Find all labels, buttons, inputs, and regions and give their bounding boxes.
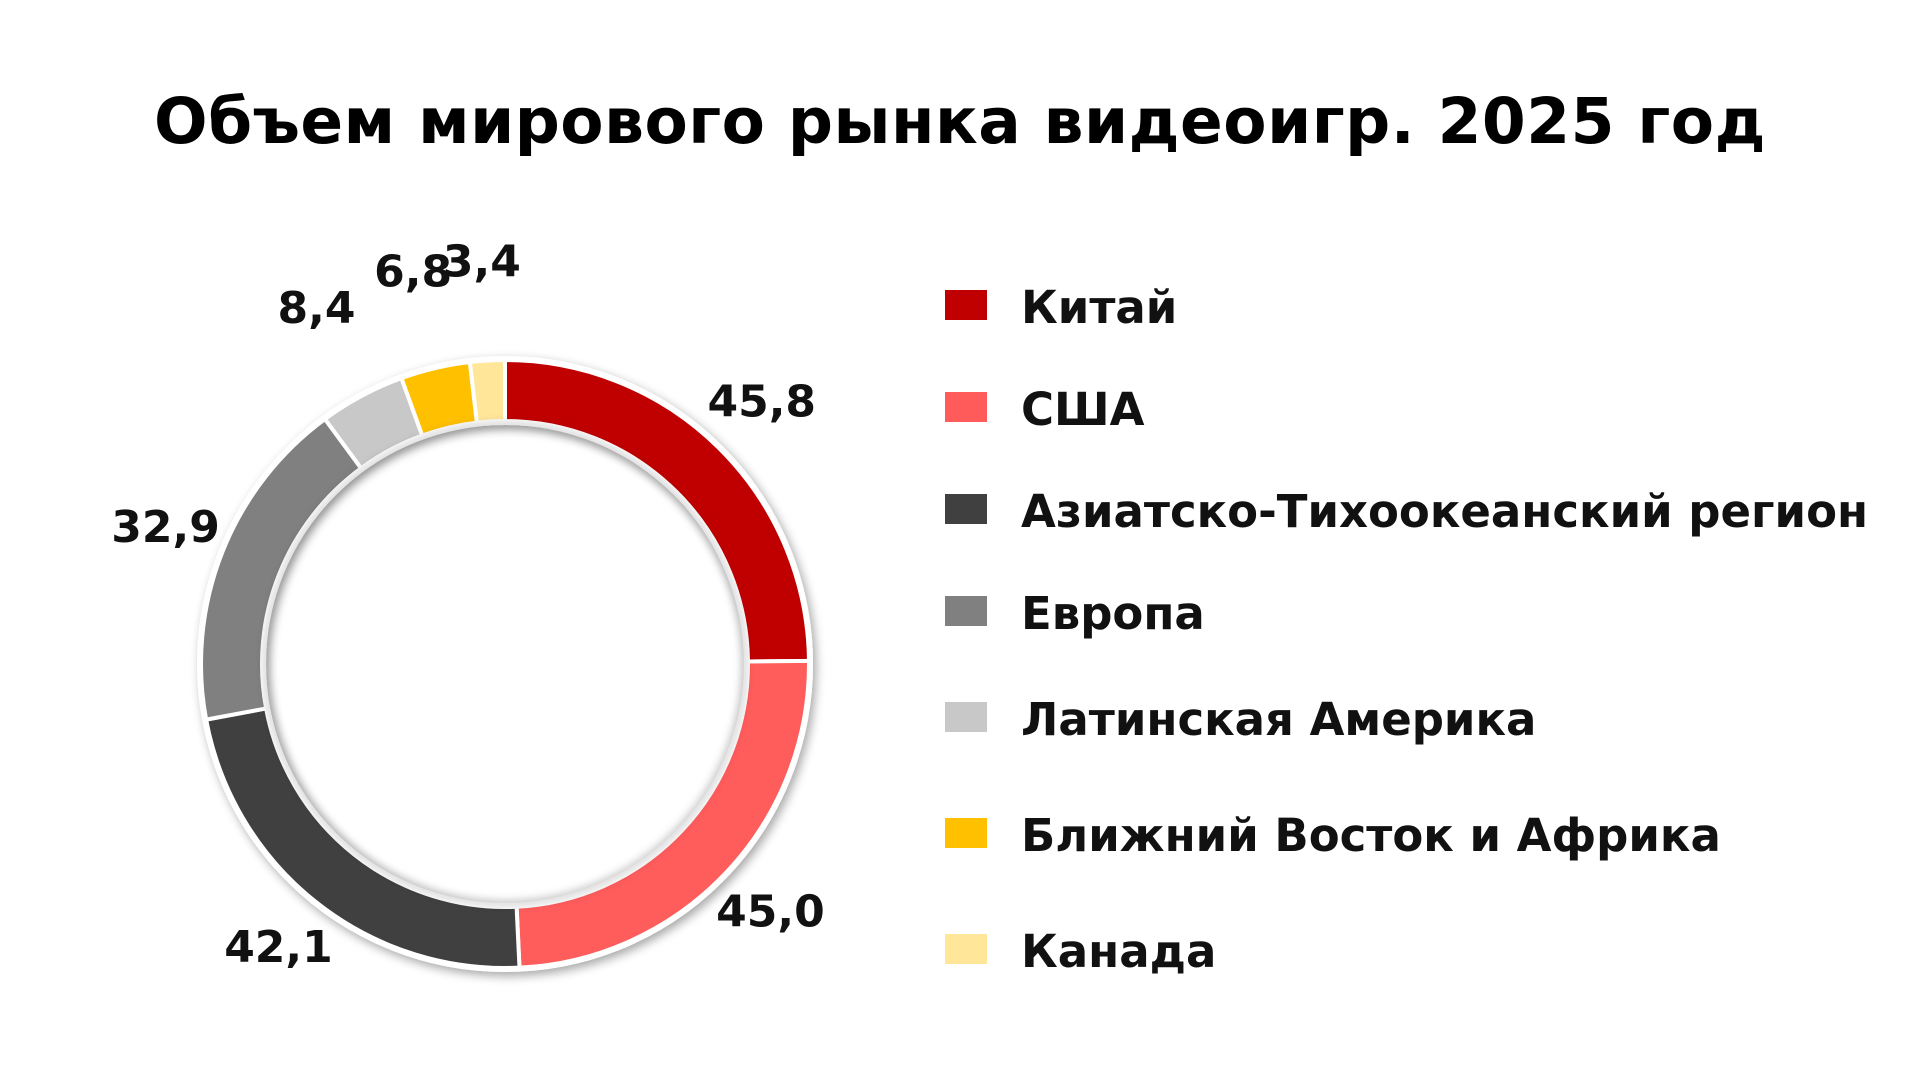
legend-label: США (1021, 383, 1145, 436)
legend-label: Китай (1021, 281, 1178, 334)
legend-swatch (945, 934, 987, 964)
legend-swatch (945, 494, 987, 524)
data-label: 45,8 (707, 377, 816, 428)
legend-label: Канада (1021, 925, 1217, 978)
data-label: 3,4 (443, 237, 521, 288)
data-label: 32,9 (111, 502, 220, 553)
legend-label: Европа (1021, 587, 1205, 640)
legend-swatch (945, 702, 987, 732)
donut-inner-shadow (263, 422, 747, 906)
donut-slice (467, 357, 507, 425)
data-label: 6,8 (374, 247, 452, 298)
legend-swatch (945, 290, 987, 320)
legend-label: Ближний Восток и Африка (1021, 809, 1721, 862)
data-label: 45,0 (716, 887, 825, 938)
legend-swatch (945, 818, 987, 848)
legend-swatch (945, 596, 987, 626)
chart-title: Объем мирового рынка видеоигр. 2025 год (154, 85, 1766, 158)
data-label: 42,1 (224, 922, 333, 973)
legend-label: Латинская Америка (1021, 693, 1537, 746)
legend-label: Азиатско-Тихоокеанский регион (1021, 485, 1869, 538)
data-label: 8,4 (278, 283, 356, 334)
donut-slice (199, 416, 364, 722)
legend-swatch (945, 392, 987, 422)
